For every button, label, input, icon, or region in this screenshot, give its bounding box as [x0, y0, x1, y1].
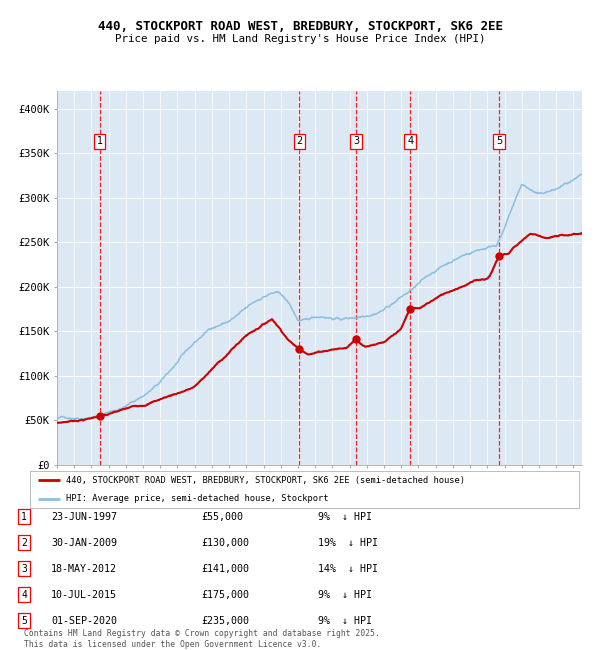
Text: 9%  ↓ HPI: 9% ↓ HPI	[318, 512, 372, 522]
Text: 3: 3	[353, 136, 359, 146]
Text: 14%  ↓ HPI: 14% ↓ HPI	[318, 564, 378, 574]
Text: 2: 2	[21, 538, 27, 548]
Text: 2: 2	[296, 136, 302, 146]
Text: 10-JUL-2015: 10-JUL-2015	[51, 590, 117, 600]
Text: 5: 5	[496, 136, 502, 146]
Text: HPI: Average price, semi-detached house, Stockport: HPI: Average price, semi-detached house,…	[65, 495, 328, 503]
Text: £141,000: £141,000	[201, 564, 249, 574]
Text: 4: 4	[21, 590, 27, 600]
Text: 18-MAY-2012: 18-MAY-2012	[51, 564, 117, 574]
Text: 9%  ↓ HPI: 9% ↓ HPI	[318, 616, 372, 626]
Text: 23-JUN-1997: 23-JUN-1997	[51, 512, 117, 522]
Text: 19%  ↓ HPI: 19% ↓ HPI	[318, 538, 378, 548]
Text: 30-JAN-2009: 30-JAN-2009	[51, 538, 117, 548]
Text: 3: 3	[21, 564, 27, 574]
Text: 01-SEP-2020: 01-SEP-2020	[51, 616, 117, 626]
Text: 440, STOCKPORT ROAD WEST, BREDBURY, STOCKPORT, SK6 2EE: 440, STOCKPORT ROAD WEST, BREDBURY, STOC…	[97, 20, 503, 32]
Text: 1: 1	[97, 136, 103, 146]
Text: £235,000: £235,000	[201, 616, 249, 626]
Text: £130,000: £130,000	[201, 538, 249, 548]
Text: 9%  ↓ HPI: 9% ↓ HPI	[318, 590, 372, 600]
Text: £175,000: £175,000	[201, 590, 249, 600]
Text: 440, STOCKPORT ROAD WEST, BREDBURY, STOCKPORT, SK6 2EE (semi-detached house): 440, STOCKPORT ROAD WEST, BREDBURY, STOC…	[65, 476, 464, 484]
Text: Contains HM Land Registry data © Crown copyright and database right 2025.
This d: Contains HM Land Registry data © Crown c…	[24, 629, 380, 649]
Text: 4: 4	[407, 136, 413, 146]
Text: Price paid vs. HM Land Registry's House Price Index (HPI): Price paid vs. HM Land Registry's House …	[115, 34, 485, 44]
Text: 5: 5	[21, 616, 27, 626]
Text: £55,000: £55,000	[201, 512, 243, 522]
Text: 1: 1	[21, 512, 27, 522]
